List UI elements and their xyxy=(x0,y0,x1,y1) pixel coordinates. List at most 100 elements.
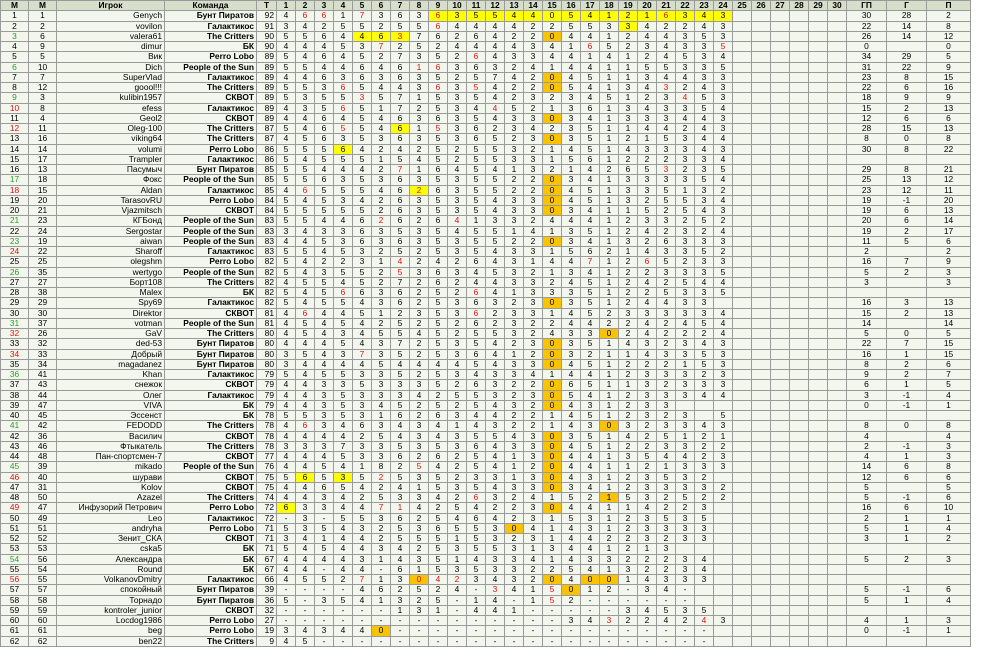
round-score-cell: 5 xyxy=(333,40,353,53)
round-score-cell: 6 xyxy=(390,215,410,227)
round-score-cell: 3 xyxy=(447,543,467,555)
p-cell: 4 xyxy=(926,594,971,606)
round-score-cell: 5 xyxy=(428,327,448,340)
round-score-cell: 2 xyxy=(371,163,391,176)
prev-place-cell: 55 xyxy=(28,573,57,586)
round-score-cell xyxy=(732,368,752,381)
round-score-cell xyxy=(827,358,847,371)
total-points-cell: 86 xyxy=(256,153,277,166)
round-score-cell xyxy=(751,409,771,422)
round-score-cell: 3 xyxy=(675,225,695,237)
round-score-cell xyxy=(789,174,809,186)
g-cell: -1 xyxy=(886,491,927,504)
round-score-cell xyxy=(751,225,771,237)
round-score-cell xyxy=(732,594,752,606)
round-score-cell xyxy=(789,502,809,514)
round-score-cell: 6 xyxy=(561,379,581,391)
round-score-cell xyxy=(827,122,847,135)
round-score-cell: 2 xyxy=(580,348,600,360)
place-cell: 33 xyxy=(0,338,29,350)
round-score-cell: 2 xyxy=(504,491,524,504)
round-score-cell: 2 xyxy=(504,409,524,422)
round-score-cell xyxy=(827,553,847,565)
round-score-cell: 2 xyxy=(675,122,695,135)
round-score-cell: 1 xyxy=(599,522,619,535)
round-score-cell: 1 xyxy=(542,102,562,114)
round-score-cell: 4 xyxy=(637,30,657,43)
table-row: 20 21 Vjazmitsch СКВОТ 84 5 5 5 5 5 2 6 3 5 3 5 4 3 3 0 3 4 1 1… xyxy=(0,204,971,217)
round-score-cell xyxy=(789,92,809,104)
round-score-cell xyxy=(808,420,828,432)
round-score-cell xyxy=(808,450,828,463)
round-score-cell: 1 xyxy=(580,584,600,596)
round-score-cell: 2 xyxy=(504,502,524,514)
round-score-cell: 3 xyxy=(637,143,657,155)
round-score-cell: 4 xyxy=(390,420,410,432)
round-score-cell: 2 xyxy=(409,297,429,309)
round-score-cell: 2 xyxy=(523,235,543,248)
round-score-cell xyxy=(732,256,752,268)
round-score-cell: 1 xyxy=(599,112,619,125)
round-score-cell: 5 xyxy=(580,184,600,196)
total-points-cell: 79 xyxy=(256,379,277,391)
prev-place-cell: 14 xyxy=(28,143,57,155)
round-score-cell: 5 xyxy=(314,297,334,309)
round-score-cell: - xyxy=(637,635,657,647)
round-score-cell xyxy=(732,61,752,73)
prev-place-cell: 45 xyxy=(28,409,57,422)
round-score-cell: - xyxy=(561,625,581,637)
round-score-cell: 3 xyxy=(447,194,467,207)
round-score-cell xyxy=(770,399,790,412)
round-score-cell: - xyxy=(504,614,524,627)
round-score-cell: - xyxy=(466,614,486,627)
round-score-cell: 3 xyxy=(504,112,524,125)
round-score-cell: 4 xyxy=(523,122,543,135)
round-score-cell: 5 xyxy=(428,297,448,309)
round-score-cell: 4 xyxy=(276,399,296,412)
round-score-cell: 2 xyxy=(618,327,638,340)
round-score-cell: 4 xyxy=(295,379,315,391)
round-score-cell: 3 xyxy=(485,563,505,576)
prev-place-cell: 17 xyxy=(28,153,57,166)
round-score-cell: 3 xyxy=(694,297,714,309)
round-score-cell: 4 xyxy=(314,61,334,73)
g-cell: 1 xyxy=(886,379,927,391)
place-cell: 28 xyxy=(0,286,29,299)
round-score-cell xyxy=(751,245,771,258)
round-score-cell: 4 xyxy=(694,420,714,432)
round-score-cell: 1 xyxy=(599,409,619,422)
round-score-cell: 3 xyxy=(333,235,353,248)
g-cell: -1 xyxy=(886,399,927,412)
p-cell: 5 xyxy=(926,481,971,494)
round-score-cell: 4 xyxy=(295,225,315,237)
round-score-cell xyxy=(732,471,752,483)
round-score-cell: 4 xyxy=(295,481,315,494)
round-score-cell: - xyxy=(656,635,676,647)
round-score-cell: 5 xyxy=(713,163,733,176)
round-score-cell: 4 xyxy=(428,491,448,504)
total-points-cell: 83 xyxy=(256,245,277,258)
round-score-cell: 2 xyxy=(333,256,353,268)
round-score-cell: 4 xyxy=(276,379,296,391)
round-score-cell xyxy=(789,61,809,73)
gp-cell: 3 xyxy=(846,276,887,289)
round-score-cell: 4 xyxy=(637,20,657,32)
p-cell: 7 xyxy=(926,368,971,381)
round-score-cell: 2 xyxy=(637,553,657,565)
round-score-cell xyxy=(713,532,733,545)
round-score-cell: 4 xyxy=(485,604,505,617)
round-score-cell: 3 xyxy=(409,553,429,565)
round-score-cell: 5 xyxy=(428,481,448,494)
round-score-cell: 2 xyxy=(409,368,429,381)
round-score-cell: 5 xyxy=(580,430,600,442)
round-score-cell: 5 xyxy=(352,20,372,32)
table-row: 50 49 Leo Галактикос 72-3-5 5 3 6 2 5 4 6 4 2 3 1 5 3 1 2 3 5… xyxy=(0,512,971,524)
round-score-cell: 6 xyxy=(428,10,448,22)
round-score-cell: 2 xyxy=(447,327,467,340)
prev-place-cell: 56 xyxy=(28,553,57,565)
round-score-cell: 3 xyxy=(504,399,524,412)
round-score-cell: - xyxy=(523,604,543,617)
round-score-cell: 5 xyxy=(333,153,353,166)
round-score-cell: 2 xyxy=(428,584,448,596)
round-score-cell: 5 xyxy=(295,81,315,94)
